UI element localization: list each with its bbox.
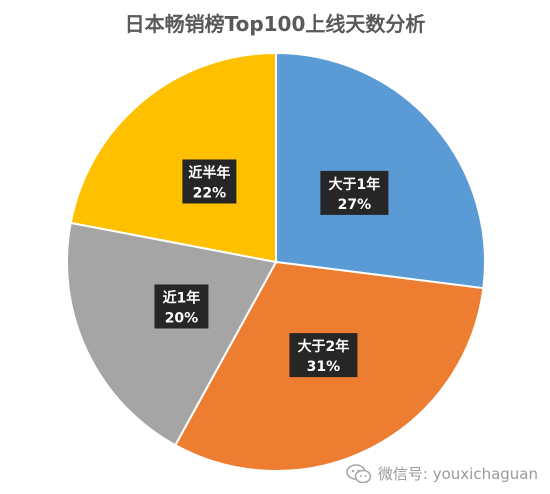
- watermark-text: 微信号: youxichaguan: [377, 465, 538, 483]
- data-label-box: [289, 333, 358, 378]
- data-label-2: 大于2年 31%: [289, 333, 358, 378]
- data-label-1: 大于1年 27%: [320, 170, 389, 215]
- pie-slice-4: [69, 51, 277, 264]
- watermark: 微信号: youxichaguan: [346, 463, 538, 484]
- slice-label: 大于2年: [298, 338, 350, 355]
- data-label-box: [320, 170, 389, 215]
- slice-percent: 27%: [338, 197, 372, 213]
- wechat-icon: [346, 463, 372, 483]
- data-label-box: [182, 159, 237, 204]
- slice-label: 近1年: [163, 289, 201, 306]
- data-label-4: 近半年 22%: [182, 159, 237, 204]
- pie-slice-1: [275, 51, 486, 290]
- data-label-box: [154, 284, 209, 329]
- slice-percent: 31%: [307, 359, 341, 375]
- slice-label: 大于1年: [329, 176, 381, 193]
- slice-label: 近半年: [188, 164, 230, 181]
- slice-percent: 22%: [193, 185, 227, 201]
- pie-slice-3: [66, 221, 278, 447]
- chart-title: 日本畅销榜Top100上线天数分析: [124, 12, 426, 36]
- slice-percent: 20%: [165, 310, 199, 326]
